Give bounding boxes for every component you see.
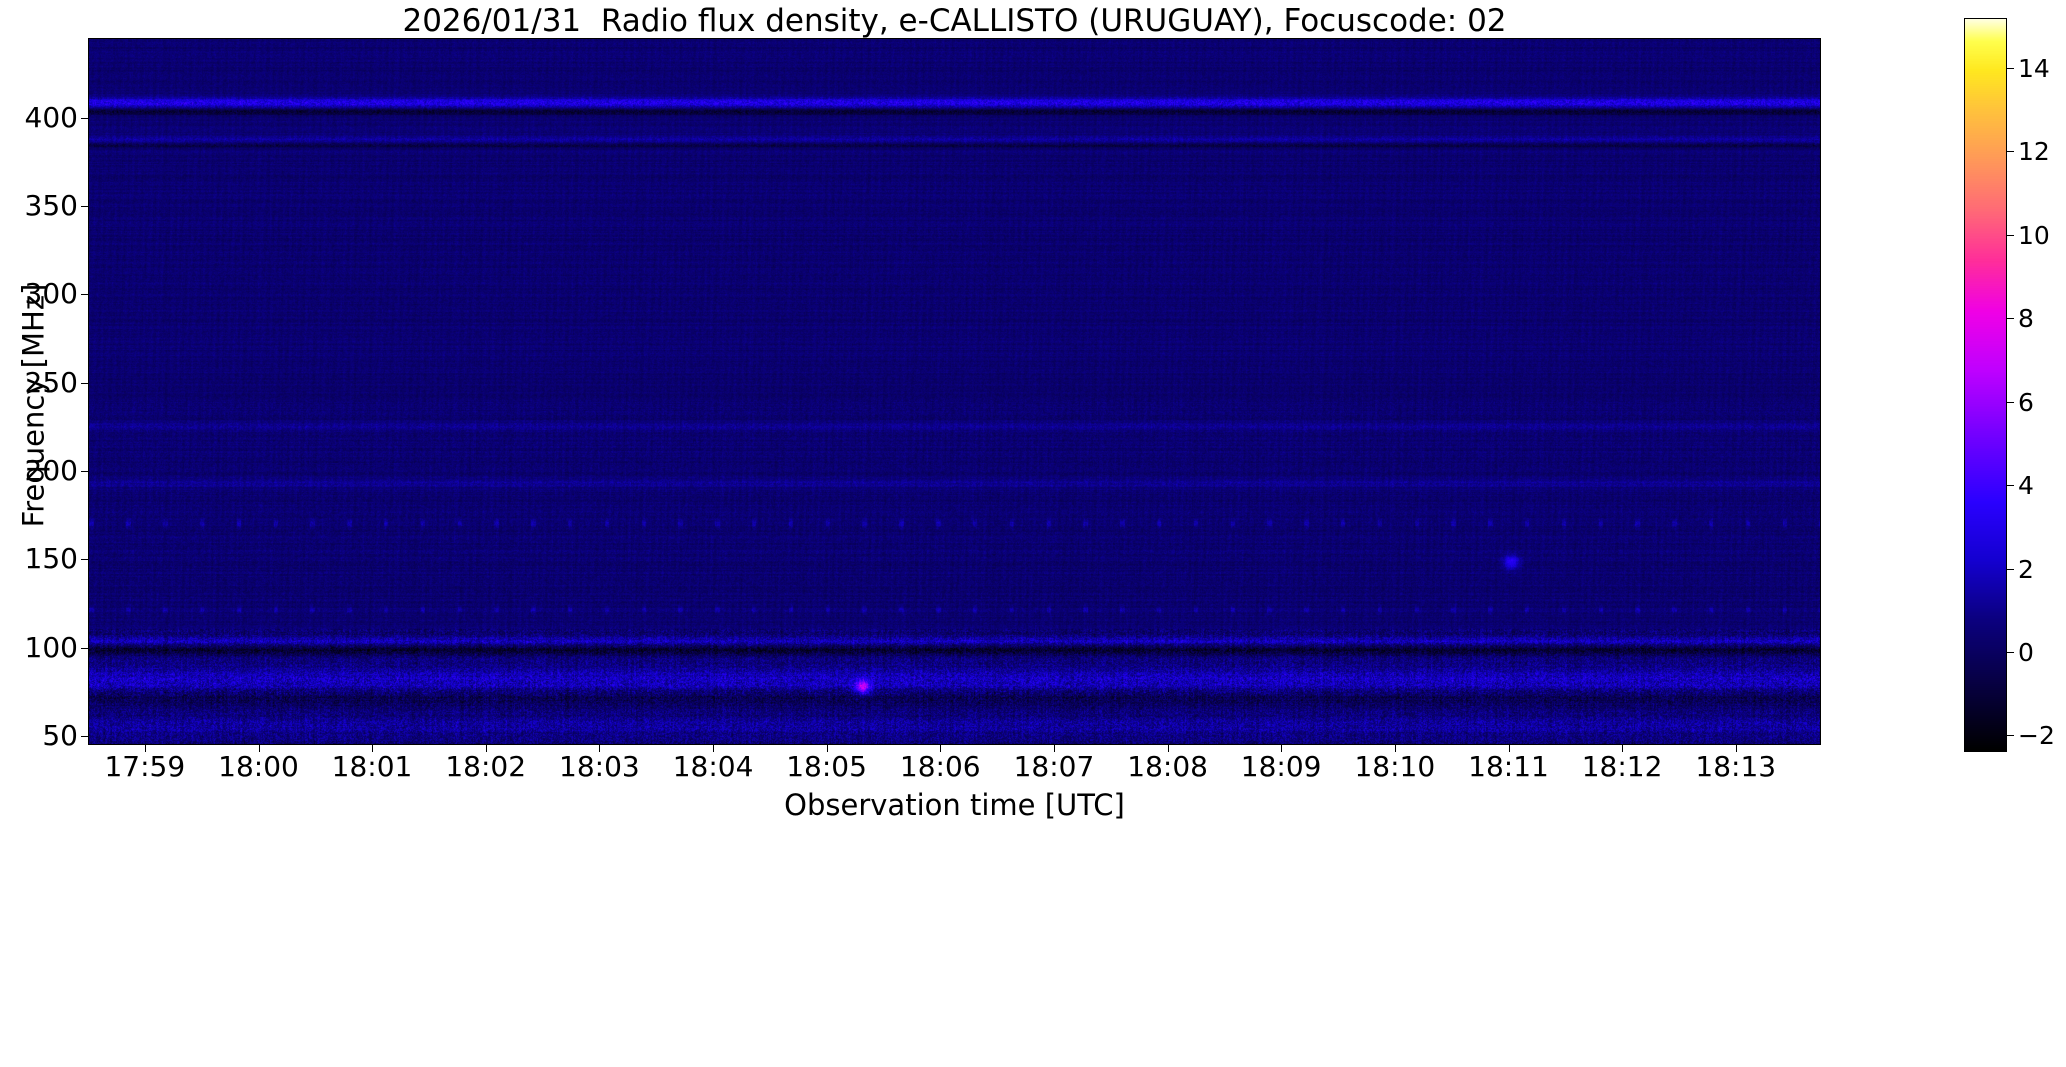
colorbar-tick-12: 12: [2018, 137, 2050, 167]
y-axis-tickmark: [81, 383, 88, 384]
x-axis-tick-1800: 18:00: [218, 750, 299, 783]
x-axis-tickmark: [1054, 745, 1055, 752]
x-axis-tickmark: [599, 745, 600, 752]
x-axis-tick-1801: 18:01: [331, 750, 413, 783]
y-axis-tick-400: 400: [24, 100, 78, 134]
y-axis-tickmark: [81, 294, 88, 295]
colorbar-tickmark: [2007, 235, 2014, 236]
x-axis-tickmark: [259, 745, 260, 752]
x-axis-tick-1805: 18:05: [786, 750, 867, 783]
x-axis-tick-1806: 18:06: [899, 750, 981, 783]
page-title: 2026/01/31 Radio flux density, e-CALLIST…: [402, 3, 1507, 39]
colorbar-tick-8: 8: [2018, 304, 2034, 334]
x-axis-tick-1807: 18:07: [1013, 750, 1095, 783]
colorbar-tick-14: 14: [2018, 54, 2050, 84]
x-axis-tickmark: [713, 745, 714, 752]
colorbar[interactable]: [1964, 18, 2007, 752]
colorbar-tickmark: [2007, 151, 2014, 152]
colorbar-tickmark: [2007, 402, 2014, 403]
y-axis-tickmark: [81, 559, 88, 560]
spectrogram-axes[interactable]: [88, 38, 1821, 745]
x-axis-tickmark: [1509, 745, 1510, 752]
y-axis-tick-100: 100: [24, 630, 78, 664]
y-axis-tickmark: [81, 736, 88, 737]
x-axis-tick-1811: 18:11: [1468, 750, 1549, 783]
x-axis-label: Observation time [UTC]: [784, 788, 1125, 822]
colorbar-tickmark: [2007, 318, 2014, 319]
y-axis-tick-250: 250: [24, 365, 78, 399]
colorbar-tick-4: 4: [2018, 471, 2034, 501]
y-axis-tick-50: 50: [42, 719, 78, 753]
x-axis-tick-1802: 18:02: [445, 750, 527, 783]
colorbar-tick-6: 6: [2018, 387, 2034, 417]
x-axis-tickmark: [1395, 745, 1396, 752]
y-axis-tick-150: 150: [24, 542, 78, 576]
y-axis-tick-200: 200: [24, 454, 78, 488]
colorbar-tick-0: 0: [2018, 637, 2034, 667]
y-axis-tickmark: [81, 206, 88, 207]
x-axis-tickmark: [1281, 745, 1282, 752]
y-axis-tickmark: [81, 648, 88, 649]
x-axis-tickmark: [145, 745, 146, 752]
colorbar-tickmark: [2007, 652, 2014, 653]
colorbar-tick-2: 2: [2018, 554, 2034, 584]
x-axis-tick-1808: 18:08: [1127, 750, 1208, 783]
y-axis-tick-350: 350: [24, 188, 78, 222]
colorbar-tickmark: [2007, 68, 2014, 69]
y-axis-tickmark: [81, 471, 88, 472]
x-axis-tickmark: [486, 745, 487, 752]
x-axis-tick-1813: 18:13: [1695, 750, 1777, 783]
x-axis-tick-1812: 18:12: [1581, 750, 1663, 783]
colorbar-tick-minus2: −2: [2018, 721, 2055, 751]
x-axis-tick-1759: 17:59: [104, 750, 186, 783]
y-axis-tickmark: [81, 118, 88, 119]
x-axis-tickmark: [1736, 745, 1737, 752]
colorbar-tick-10: 10: [2018, 220, 2050, 250]
x-axis-tickmark: [1622, 745, 1623, 752]
spectrogram-image[interactable]: [89, 39, 1820, 744]
colorbar-tickmark: [2007, 485, 2014, 486]
x-axis-tick-1810: 18:10: [1354, 750, 1436, 783]
y-axis-tick-300: 300: [24, 277, 78, 311]
x-axis-tick-1804: 18:04: [672, 750, 754, 783]
x-axis-tickmark: [940, 745, 941, 752]
y-axis-tick-labels: 400 350 300 250 200 150 100 50: [0, 0, 78, 1067]
x-axis-tick-1809: 18:09: [1240, 750, 1322, 783]
colorbar-tickmark: [2007, 569, 2014, 570]
x-axis-tick-1803: 18:03: [559, 750, 640, 783]
colorbar-tickmark: [2007, 735, 2014, 736]
y-axis-label: Frequency [MHz]: [16, 283, 51, 528]
x-axis-tickmark: [1168, 745, 1169, 752]
x-axis-tickmark: [827, 745, 828, 752]
x-axis-tickmark: [372, 745, 373, 752]
colorbar-gradient: [1965, 19, 2006, 751]
